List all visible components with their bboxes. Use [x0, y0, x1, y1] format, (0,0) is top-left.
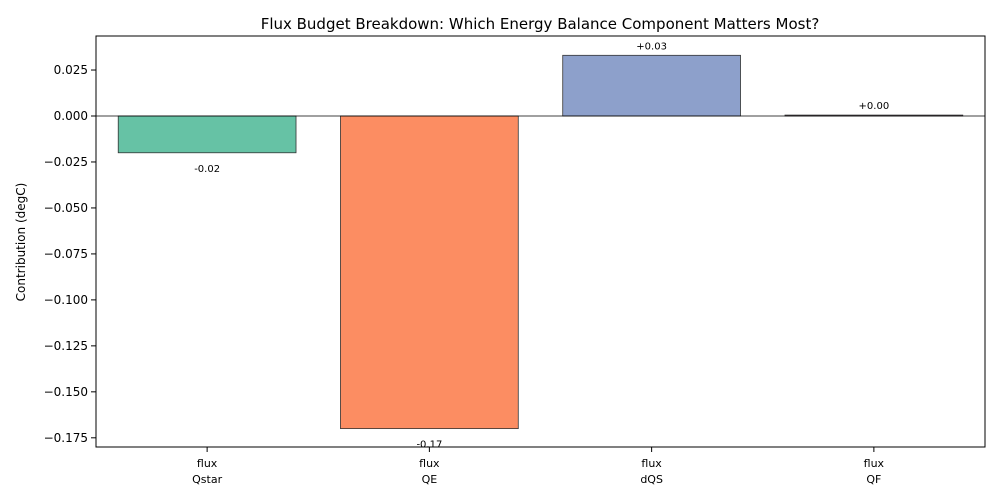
x-tick-label: flux: [864, 457, 885, 470]
y-tick-label: −0.125: [44, 339, 88, 353]
y-tick-label: −0.100: [44, 293, 88, 307]
data-label: +0.03: [636, 41, 667, 52]
data-label: +0.00: [859, 101, 890, 112]
bar-dqs: [562, 54, 741, 117]
x-tick-label: dQS: [640, 473, 663, 486]
data-label: -0.17: [416, 440, 442, 451]
y-tick-label: −0.150: [44, 385, 88, 399]
y-tick-label: −0.075: [44, 247, 88, 261]
x-tick-label: Qstar: [192, 473, 222, 486]
y-tick-label: −0.025: [44, 155, 88, 169]
y-tick-label: 0.000: [54, 109, 88, 123]
y-tick-label: −0.175: [44, 431, 88, 445]
y-tick-label: 0.025: [54, 63, 88, 77]
bar-qstar: [117, 115, 297, 154]
x-tick-label: QE: [422, 473, 438, 486]
x-tick-label: flux: [419, 457, 440, 470]
plot-frame: [95, 35, 986, 448]
plot-area: 0.025 0.000 −0.025 −0.050 −0.075 −0.100 −0.125…: [44, 41, 985, 486]
data-label: -0.02: [194, 164, 220, 175]
y-tick-label: −0.050: [44, 201, 88, 215]
x-tick-label: flux: [641, 457, 662, 470]
bar-qe: [340, 115, 519, 430]
y-axis-label: Contribution (degC): [14, 183, 28, 302]
x-tick-label: QF: [866, 473, 881, 486]
x-tick-label: flux: [197, 457, 218, 470]
chart-title: Flux Budget Breakdown: Which Energy Bala…: [261, 15, 820, 33]
